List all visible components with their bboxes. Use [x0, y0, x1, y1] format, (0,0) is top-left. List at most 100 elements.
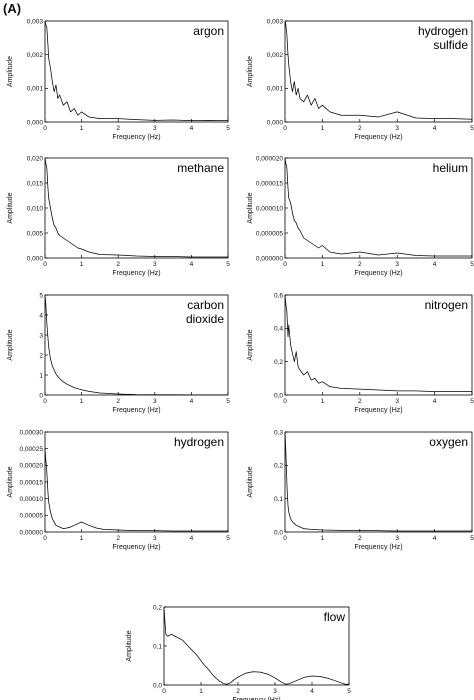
y-axis-label: Amplitude	[247, 466, 254, 497]
x-tick-label: 3	[395, 535, 399, 542]
x-tick-label: 4	[433, 261, 437, 268]
series-line-hydrogen-sulfide	[284, 20, 473, 120]
y-tick-label: 0,000000	[256, 255, 283, 262]
y-tick-label: 0,2	[274, 463, 283, 470]
x-axis-label: Frequency (Hz)	[112, 270, 160, 277]
x-tick-label: 2	[116, 535, 120, 542]
series-line-carbon-dioxide	[44, 294, 229, 396]
x-tick-label: 2	[236, 688, 240, 695]
x-tick-label: 1	[80, 535, 84, 542]
y-tick-label: 0,2	[153, 604, 162, 611]
chart-helium: 0 1 2 3 4 5 0,000000 0,000005 0,000010 0,000015 0,…	[247, 155, 474, 277]
chart-title: oxygen	[429, 435, 468, 449]
y-tick-label: 0,001	[267, 86, 284, 93]
y-axis-label: Amplitude	[247, 192, 254, 223]
x-tick-label: 2	[358, 535, 362, 542]
x-tick-label: 2	[358, 125, 362, 132]
y-tick-label: 0,00010	[20, 496, 44, 503]
y-tick-label: 0,000	[27, 119, 44, 126]
x-axis-label: Frequency (Hz)	[112, 134, 160, 141]
y-tick-label: 0,003	[267, 18, 284, 25]
x-axis-label: Frequency (Hz)	[354, 134, 402, 141]
y-axis-label: Amplitude	[247, 56, 254, 87]
chart-title: argon	[193, 24, 224, 38]
y-tick-label: 0,00030	[20, 429, 44, 436]
plot-frame	[284, 294, 473, 396]
x-tick-label: 2	[358, 398, 362, 405]
chart-title: nitrogen	[425, 298, 468, 312]
y-axis-label: Amplitude	[247, 329, 254, 360]
y-tick-label: 2	[39, 352, 43, 359]
x-axis-label: Frequency (Hz)	[354, 407, 402, 414]
y-tick-label: 0,0	[274, 529, 283, 536]
x-tick-label: 5	[226, 261, 230, 268]
y-tick-label: 0,002	[27, 52, 44, 59]
x-tick-label: 1	[321, 261, 325, 268]
series-line-nitrogen	[284, 294, 472, 393]
y-tick-label: 0,3	[274, 429, 283, 436]
x-tick-label: 0	[43, 398, 47, 405]
x-tick-label: 2	[116, 398, 120, 405]
x-tick-label: 2	[358, 261, 362, 268]
x-axis-label: Frequency (Hz)	[354, 270, 402, 277]
series-line-hydrogen	[44, 448, 228, 532]
x-tick-label: 2	[116, 125, 120, 132]
y-tick-label: 0,2	[274, 359, 283, 366]
x-tick-label: 4	[190, 398, 194, 405]
y-tick-label: 0,0	[153, 682, 162, 689]
y-tick-label: 1	[39, 372, 43, 379]
x-tick-label: 3	[395, 125, 399, 132]
x-tick-label: 3	[395, 398, 399, 405]
y-tick-label: 0,000005	[256, 230, 283, 237]
x-axis-label: Frequency (Hz)	[112, 544, 160, 551]
y-tick-label: 0,020	[27, 155, 44, 162]
y-axis-label: Amplitude	[7, 192, 14, 223]
y-tick-label: 0,00025	[20, 446, 44, 453]
plot-frame	[284, 20, 473, 123]
y-tick-label: 0,003	[27, 18, 44, 25]
x-tick-label: 4	[433, 535, 437, 542]
x-tick-label: 1	[80, 125, 84, 132]
y-tick-label: 5	[39, 292, 43, 299]
y-tick-label: 0,1	[274, 496, 283, 503]
chart-title: carbon dioxide	[186, 298, 224, 326]
chart-title: methane	[177, 161, 224, 175]
y-tick-label: 0,00020	[20, 463, 44, 470]
y-tick-label: 0,00015	[20, 479, 44, 486]
x-tick-label: 3	[395, 261, 399, 268]
y-axis-label: Amplitude	[7, 466, 14, 497]
x-tick-label: 1	[321, 125, 325, 132]
plot-frame	[163, 606, 350, 686]
chart-argon: 0 1 2 3 4 5 0,000 0,001 0,002 0,003 Frequency (Hz)…	[7, 18, 230, 141]
y-tick-label: 0,0	[274, 392, 283, 399]
y-tick-label: 0,6	[274, 292, 283, 299]
x-tick-label: 5	[226, 125, 230, 132]
chart-nitrogen: 0 1 2 3 4 5 0,0 0,2 0,4 0,6 Frequency (Hz) Amplitud…	[247, 292, 474, 414]
chart-carbon-dioxide: 0 1 2 3 4 5 0 1 2 3 4 5 Frequency (Hz) Amplitude carbo…	[7, 292, 230, 414]
x-tick-label: 5	[470, 398, 474, 405]
plot-frame	[44, 294, 229, 396]
chart-hydrogen: 0 1 2 3 4 5 0,00000 0,00005 0,00010 0,00015 0,0002…	[7, 429, 230, 551]
x-tick-label: 0	[283, 261, 287, 268]
chart-title: flow	[324, 610, 346, 624]
y-tick-label: 0,000010	[256, 205, 283, 212]
y-tick-label: 0,4	[274, 326, 283, 333]
chart-oxygen: 0 1 2 3 4 5 0,0 0,1 0,2 0,3 Frequency (Hz) Amplitud…	[247, 429, 474, 551]
y-tick-label: 0,005	[27, 230, 44, 237]
y-axis-label: Amplitude	[7, 329, 14, 360]
chart-title: hydrogen sulfide	[418, 24, 468, 52]
x-tick-label: 5	[226, 398, 230, 405]
x-tick-label: 3	[153, 398, 157, 405]
x-tick-label: 3	[153, 261, 157, 268]
y-tick-label: 0,000	[27, 255, 44, 262]
chart-hydrogen-sulfide: 0 1 2 3 4 5 0,000 0,001 0,002 0,003 Frequency (Hz)…	[247, 18, 474, 141]
x-tick-label: 1	[199, 688, 203, 695]
x-tick-label: 5	[470, 261, 474, 268]
y-tick-label: 4	[39, 312, 43, 319]
x-tick-label: 4	[433, 125, 437, 132]
y-tick-label: 0,001	[27, 86, 44, 93]
x-tick-label: 3	[153, 535, 157, 542]
y-tick-label: 0,010	[27, 205, 44, 212]
x-tick-label: 1	[80, 261, 84, 268]
